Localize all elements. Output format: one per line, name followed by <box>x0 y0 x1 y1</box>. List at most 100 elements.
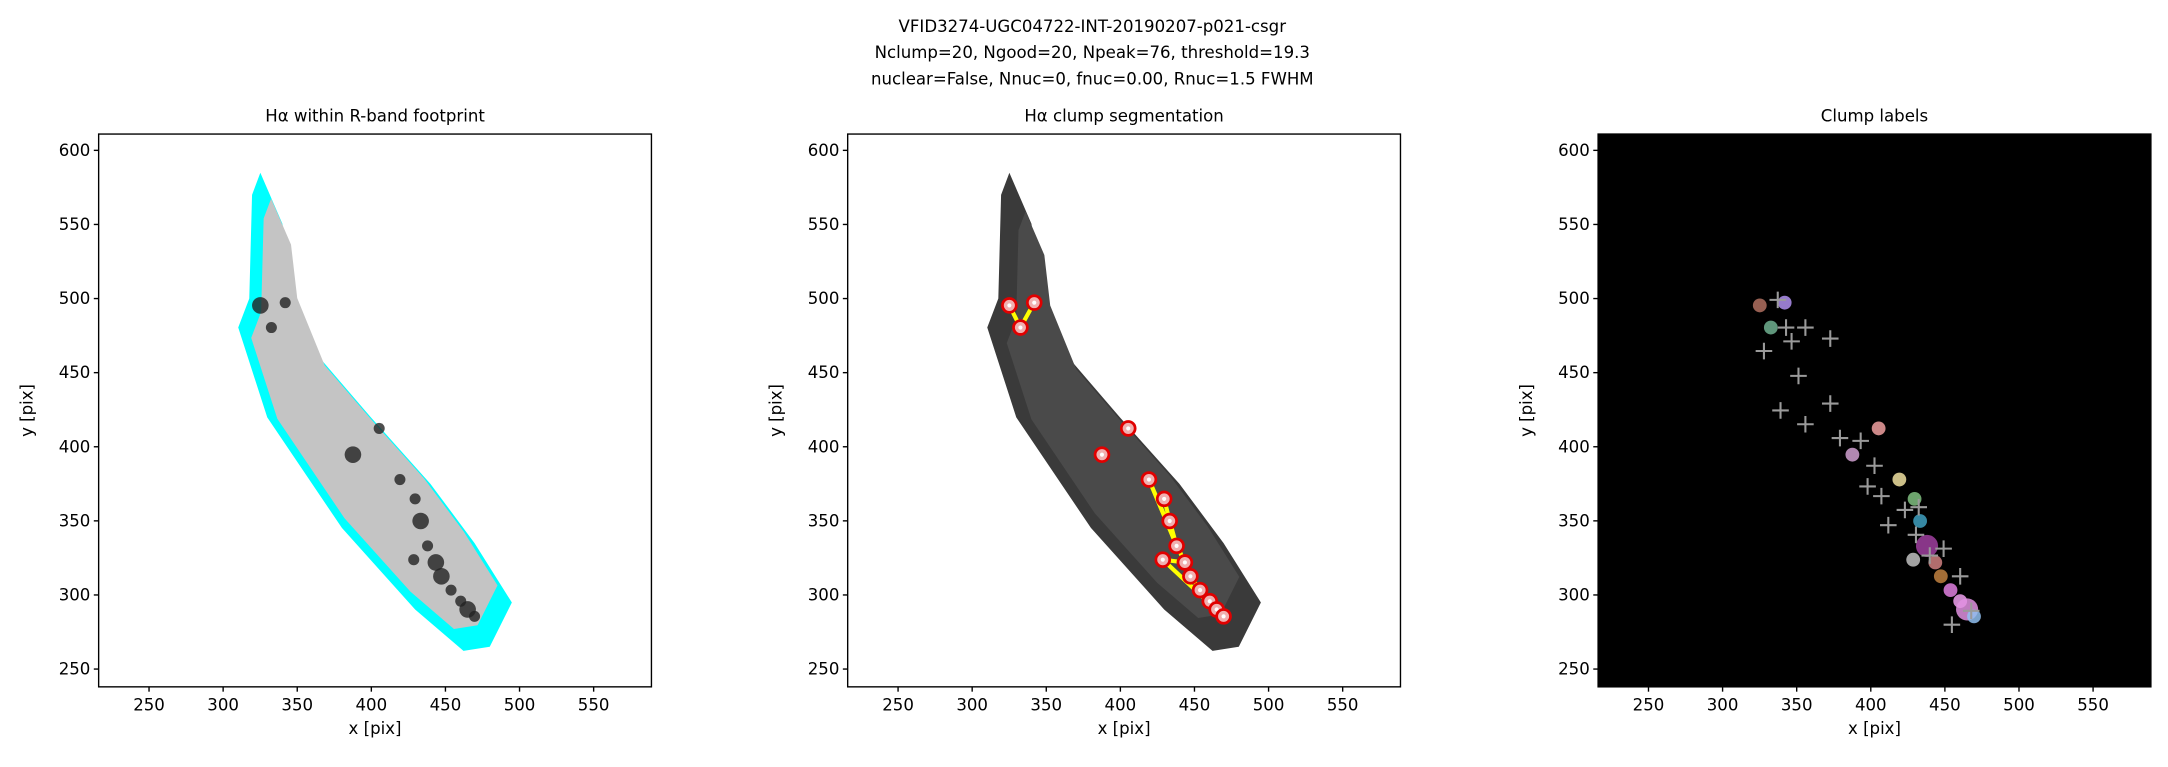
emission-blob <box>433 567 450 585</box>
emission-blob <box>409 493 421 505</box>
peak-marker <box>1783 333 1800 350</box>
y-tick-label: 500 <box>1558 289 1590 308</box>
x-tick-label: 450 <box>430 695 462 714</box>
y-tick-label: 550 <box>59 215 91 234</box>
peak-marker <box>1852 432 1869 450</box>
peak-marker <box>1821 395 1839 412</box>
peak-marker <box>1910 498 1928 516</box>
peak-marker <box>1962 602 1980 620</box>
clump-label <box>1777 295 1792 310</box>
peak-marker <box>1769 291 1787 309</box>
axes-frame <box>1597 133 2152 688</box>
x-tick-label: 400 <box>1855 695 1887 714</box>
image <box>1752 291 1981 633</box>
x-tick-label: 500 <box>504 695 536 714</box>
emission-blob <box>445 584 457 596</box>
panel-title: Hα clump segmentation <box>1024 107 1223 126</box>
suptitle-line: Nclump=20, Ngood=20, Npeak=76, threshold… <box>875 43 1310 62</box>
x-tick-label: 550 <box>578 695 610 714</box>
clump-center <box>1214 607 1219 612</box>
y-tick-label: 400 <box>59 437 91 456</box>
peak-marker <box>1831 429 1849 447</box>
peak-marker <box>1907 526 1925 544</box>
y-tick-label: 450 <box>59 363 91 382</box>
peak-marker <box>1943 616 1961 633</box>
clump-label <box>1915 534 1939 557</box>
x-tick-label: 550 <box>2077 695 2109 714</box>
x-tick-label: 250 <box>882 695 914 714</box>
plot-background <box>847 134 1401 687</box>
peak-marker <box>1951 567 1969 585</box>
suptitle-line: nuclear=False, Nnuc=0, fnuc=0.00, Rnuc=1… <box>871 69 1314 88</box>
y-tick-label: 350 <box>59 511 91 530</box>
plot-background <box>98 134 652 687</box>
x-tick-label: 350 <box>1781 695 1813 714</box>
peak-marker <box>1873 487 1890 505</box>
galaxy-core <box>1006 211 1240 618</box>
x-tick-label: 450 <box>1179 695 1211 714</box>
emission-blob <box>373 422 385 434</box>
emission-blob <box>252 297 269 314</box>
clump-label <box>1871 421 1886 436</box>
emission-blob <box>279 297 291 309</box>
y-tick-label: 250 <box>808 660 840 679</box>
clump-center <box>1018 325 1023 330</box>
y-tick-label: 600 <box>808 141 840 160</box>
y-tick-label: 400 <box>1558 437 1590 456</box>
y-tick-label: 500 <box>808 289 840 308</box>
image <box>238 172 512 651</box>
peak-marker <box>1921 547 1939 564</box>
y-axis-label: y [pix] <box>766 384 785 437</box>
clump-center <box>1160 557 1165 562</box>
y-tick-label: 300 <box>1558 585 1590 604</box>
clump-center <box>1174 543 1179 548</box>
emission-blob <box>394 474 406 486</box>
y-tick-label: 550 <box>808 215 840 234</box>
y-tick-label: 250 <box>59 660 91 679</box>
x-tick-label: 250 <box>133 695 165 714</box>
clump-center <box>1182 560 1187 565</box>
clump-label <box>1906 552 1921 567</box>
y-tick-label: 550 <box>1558 215 1590 234</box>
x-tick-label: 550 <box>1327 695 1359 714</box>
clump-label <box>1892 472 1907 487</box>
panel-title: Hα within R-band footprint <box>265 107 485 126</box>
clump-center <box>1007 303 1012 308</box>
peak-marker <box>1896 501 1914 519</box>
peak-marker <box>1859 478 1876 495</box>
x-axis-label: x [pix] <box>1098 719 1151 738</box>
axes-frame <box>97 133 653 688</box>
peak-marker <box>1790 367 1807 385</box>
emission-blob <box>422 540 434 552</box>
emission-blob <box>412 512 429 530</box>
clump-center <box>1032 300 1037 305</box>
x-axis-label: x [pix] <box>349 719 402 738</box>
y-axis-label: y [pix] <box>17 384 36 437</box>
x-tick-label: 500 <box>2003 695 2035 714</box>
y-axis-label: y [pix] <box>1517 384 1536 437</box>
y-tick-label: 300 <box>808 585 840 604</box>
x-tick-label: 450 <box>1929 695 1961 714</box>
peak-marker <box>1821 330 1839 347</box>
galaxy <box>251 198 498 629</box>
clump-label <box>1845 447 1860 462</box>
clump-label <box>1943 583 1958 598</box>
suptitle-line: VFID3274-UGC04722-INT-20190207-p021-csgr <box>899 17 1287 36</box>
clump-center <box>1099 452 1105 457</box>
y-tick-label: 450 <box>1558 363 1590 382</box>
clump-center <box>1207 599 1212 604</box>
y-tick-label: 450 <box>808 363 840 382</box>
emission-blob <box>344 446 362 463</box>
clump-center <box>1221 614 1226 619</box>
peak-marker <box>1797 319 1814 336</box>
x-tick-label: 250 <box>1633 695 1665 714</box>
emission-blob <box>469 610 481 622</box>
x-tick-label: 300 <box>956 695 988 714</box>
x-tick-label: 300 <box>1707 695 1739 714</box>
y-tick-label: 500 <box>59 289 91 308</box>
peak-marker <box>1866 457 1883 475</box>
y-tick-label: 400 <box>808 437 840 456</box>
y-tick-label: 350 <box>808 511 840 530</box>
